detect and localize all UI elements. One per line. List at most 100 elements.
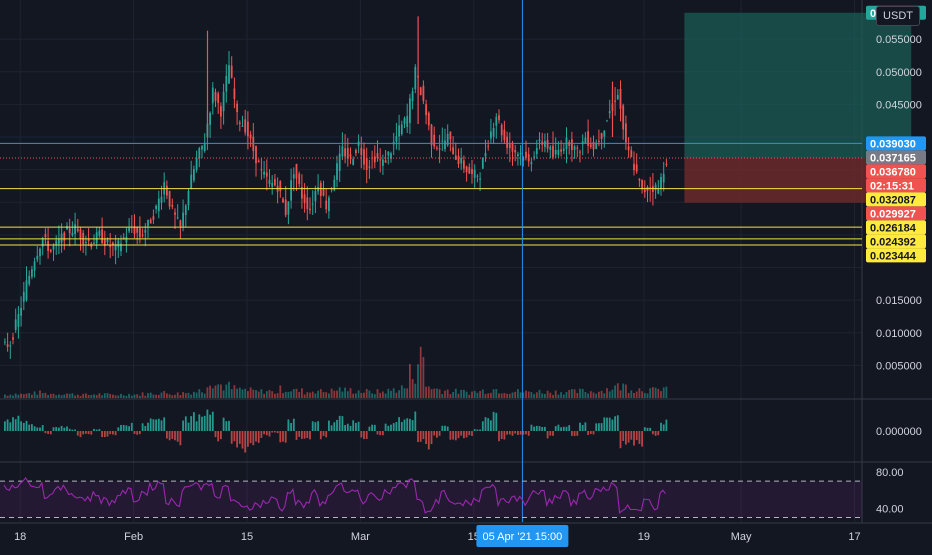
volume-bar [465,391,468,398]
candle-body [573,146,576,150]
macd-bar [581,424,584,431]
volume-bar [400,385,403,398]
macd-bar [525,431,527,435]
currency-selector[interactable]: USDT [876,6,920,26]
candle-body [460,158,463,164]
volume-bar [187,392,190,398]
candle-body [160,196,163,203]
macd-bar [309,431,311,440]
volume-bar [47,394,49,398]
macd-bar [392,423,395,431]
macd-bar [587,431,589,435]
volume-bar [311,391,314,398]
candle-body [217,93,220,104]
candle-body [579,151,581,153]
candle-body [479,178,481,180]
volume-bar [562,394,565,398]
candle-body [244,119,247,133]
candle-body [249,134,252,139]
candle-body [136,227,139,233]
crosshair-time-label: 05 Apr '21 15:00 [483,531,563,543]
macd-bar [58,427,60,431]
volume-bar [244,388,247,398]
candle-body [184,205,187,216]
candle-body [114,244,117,251]
volume-bar [643,392,646,398]
macd-bar [168,431,171,441]
candle-body [352,159,355,165]
macd-bar [614,416,616,431]
macd-bar [638,431,641,444]
volume-bar [141,392,144,398]
candle-body [247,121,249,137]
volume-bar [163,391,166,398]
volume-bar [198,389,201,398]
price-label: 0.032087 [870,194,916,206]
candle-body [76,228,79,232]
volume-bar [571,389,573,398]
candle-body [44,234,47,238]
macd-bar [400,421,403,431]
candle-body [203,143,206,152]
macd-bar [433,431,436,436]
volume-bar [476,392,479,398]
macd-bar [301,431,303,439]
macd-bar [417,431,419,443]
macd-bar [66,426,68,431]
volume-bar [576,393,579,398]
candle-body [600,133,603,139]
volume-bar [133,394,136,398]
price-tick-label: 0.045000 [876,99,922,111]
macd-bar [622,431,625,441]
macd-bar [319,431,322,440]
macd-bar [514,431,517,434]
volume-bar [274,393,276,398]
candle-body [31,269,33,277]
candle-body [365,157,368,171]
volume-bar [414,383,417,398]
macd-bar [568,425,571,431]
macd-bar [403,419,406,431]
volume-bar [190,394,193,398]
candle-body [14,319,17,330]
volume-bar [36,394,39,398]
volume-bar [322,392,325,398]
volume-bar [295,388,298,398]
volume-bar [341,391,344,398]
candle-body [406,116,409,127]
macd-bar [344,425,346,431]
macd-bar [530,424,533,431]
candle-body [17,314,20,327]
candle-body [346,148,349,159]
candle-body [382,159,384,166]
volume-bar [174,394,176,398]
macd-bar [552,431,554,436]
volume-bar [319,389,322,398]
volume-bar [4,394,6,398]
volume-bar [517,389,519,398]
macd-bar [317,421,319,431]
volume-bar [409,364,411,398]
volume-bar [336,390,338,398]
volume-bar [595,393,598,398]
candle-body [503,129,506,141]
macd-bar [355,422,357,431]
volume-bar [279,385,282,398]
candle-body [33,261,36,271]
volume-bar [557,394,560,398]
candle-body [71,232,74,236]
candle-body [409,98,411,124]
macd-bar [6,419,9,431]
macd-bar [76,431,79,436]
macd-bar [141,423,144,431]
candle-body [176,217,179,219]
macd-bar [452,431,454,440]
candle-body [85,241,87,243]
crosshair-time-box [476,525,569,547]
macd-bar [341,416,344,431]
candle-body [338,153,341,171]
volume-bar [41,393,44,398]
macd-bar [306,431,309,439]
macd-bar [201,416,203,431]
